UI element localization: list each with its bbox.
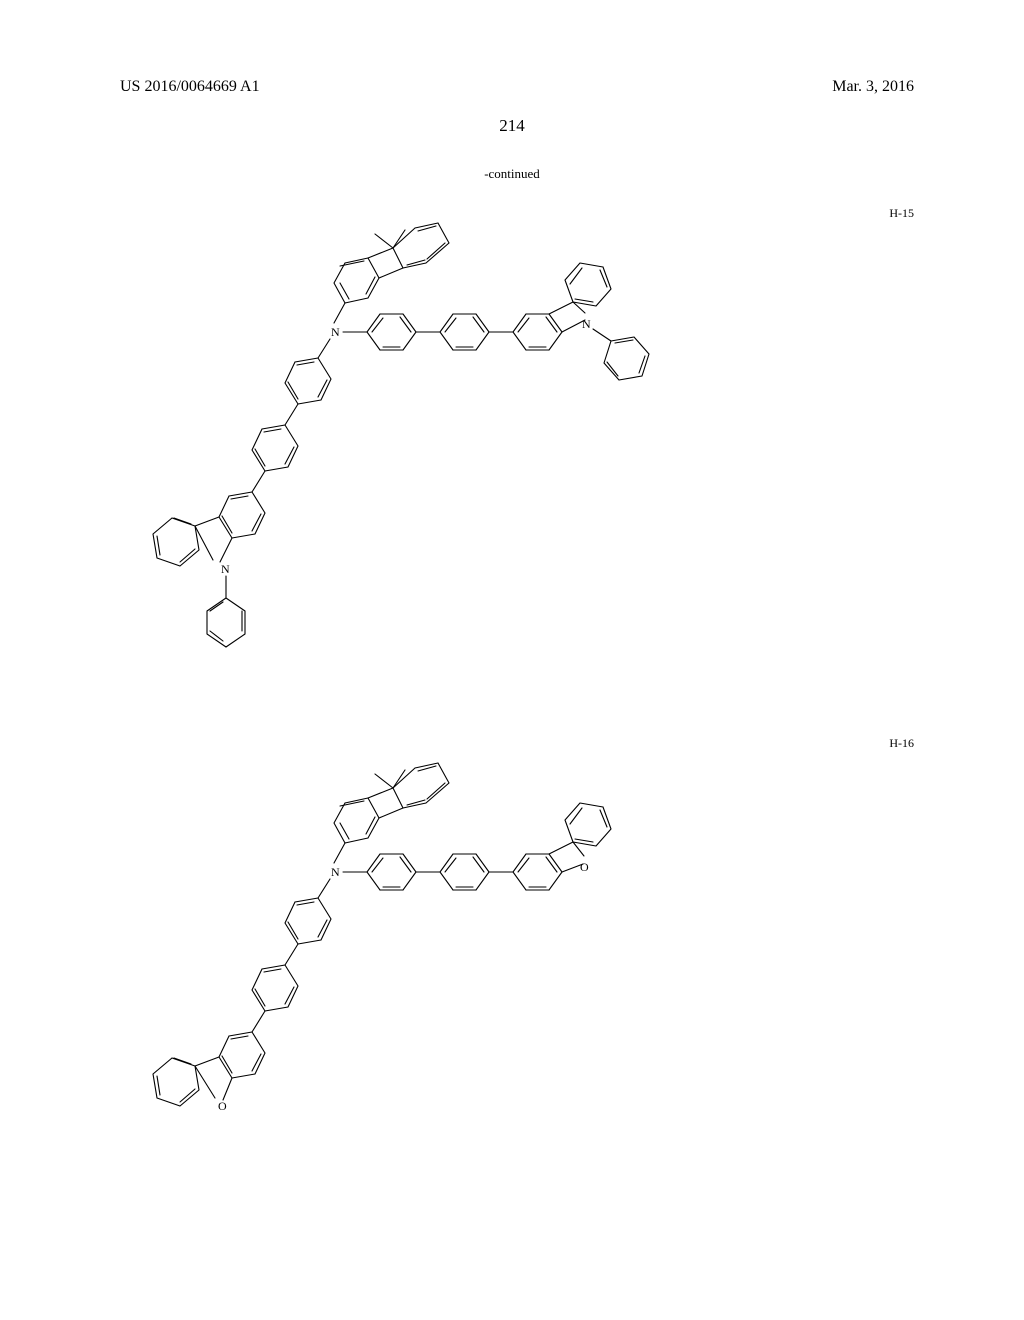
svg-text:N: N: [582, 317, 591, 331]
svg-text:N: N: [331, 325, 340, 339]
page-number: 214: [499, 116, 525, 136]
molecule-h16: N O: [105, 750, 745, 1220]
svg-text:N: N: [221, 562, 230, 576]
svg-text:O: O: [218, 1099, 227, 1113]
structure-label-h16: H-16: [889, 736, 914, 751]
publication-number: US 2016/0064669 A1: [120, 78, 260, 96]
structure-label-h15: H-15: [889, 206, 914, 221]
molecule-h15: N N: [105, 210, 745, 715]
continued-label: -continued: [484, 166, 540, 182]
svg-text:N: N: [331, 865, 340, 879]
publication-date: Mar. 3, 2016: [832, 78, 914, 96]
svg-text:O: O: [580, 860, 589, 874]
